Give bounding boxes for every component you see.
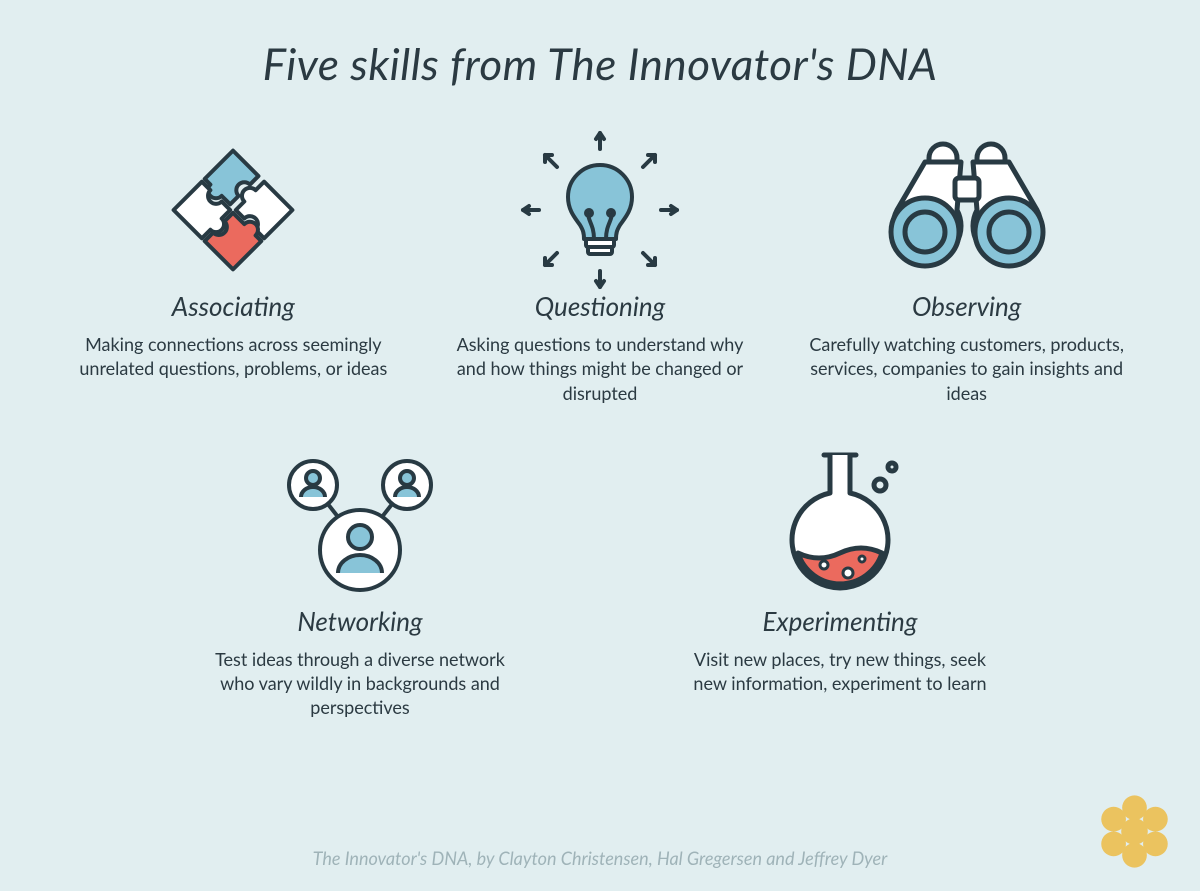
- skill-title: Experimenting: [660, 605, 1020, 637]
- skill-card-experimenting: Experimenting Visit new places, try new …: [660, 445, 1020, 720]
- skill-title: Networking: [180, 605, 540, 637]
- flask-icon: [660, 445, 1020, 605]
- brand-logo-icon: [1087, 784, 1182, 879]
- skill-desc: Visit new places, try new things, seek n…: [680, 647, 1000, 696]
- skill-title: Questioning: [427, 290, 774, 322]
- puzzle-icon: [60, 130, 407, 290]
- footer-citation: The Innovator's DNA, by Clayton Christen…: [0, 847, 1200, 869]
- binoculars-icon: [793, 130, 1140, 290]
- skill-desc: Making connections across seemingly unre…: [73, 332, 393, 381]
- skills-grid: Associating Making connections across se…: [0, 90, 1200, 720]
- skill-card-questioning: Questioning Asking questions to understa…: [427, 130, 774, 405]
- skill-desc: Test ideas through a diverse network who…: [200, 647, 520, 720]
- skill-title: Associating: [60, 290, 407, 322]
- skill-card-observing: Observing Carefully watching customers, …: [793, 130, 1140, 405]
- lightbulb-icon: [427, 130, 774, 290]
- page-title: Five skills from The Innovator's DNA: [0, 0, 1200, 90]
- skill-card-associating: Associating Making connections across se…: [60, 130, 407, 405]
- skill-desc: Asking questions to understand why and h…: [440, 332, 760, 405]
- skill-title: Observing: [793, 290, 1140, 322]
- network-icon: [180, 445, 540, 605]
- skill-card-networking: Networking Test ideas through a diverse …: [180, 445, 540, 720]
- skill-desc: Carefully watching customers, products, …: [807, 332, 1127, 405]
